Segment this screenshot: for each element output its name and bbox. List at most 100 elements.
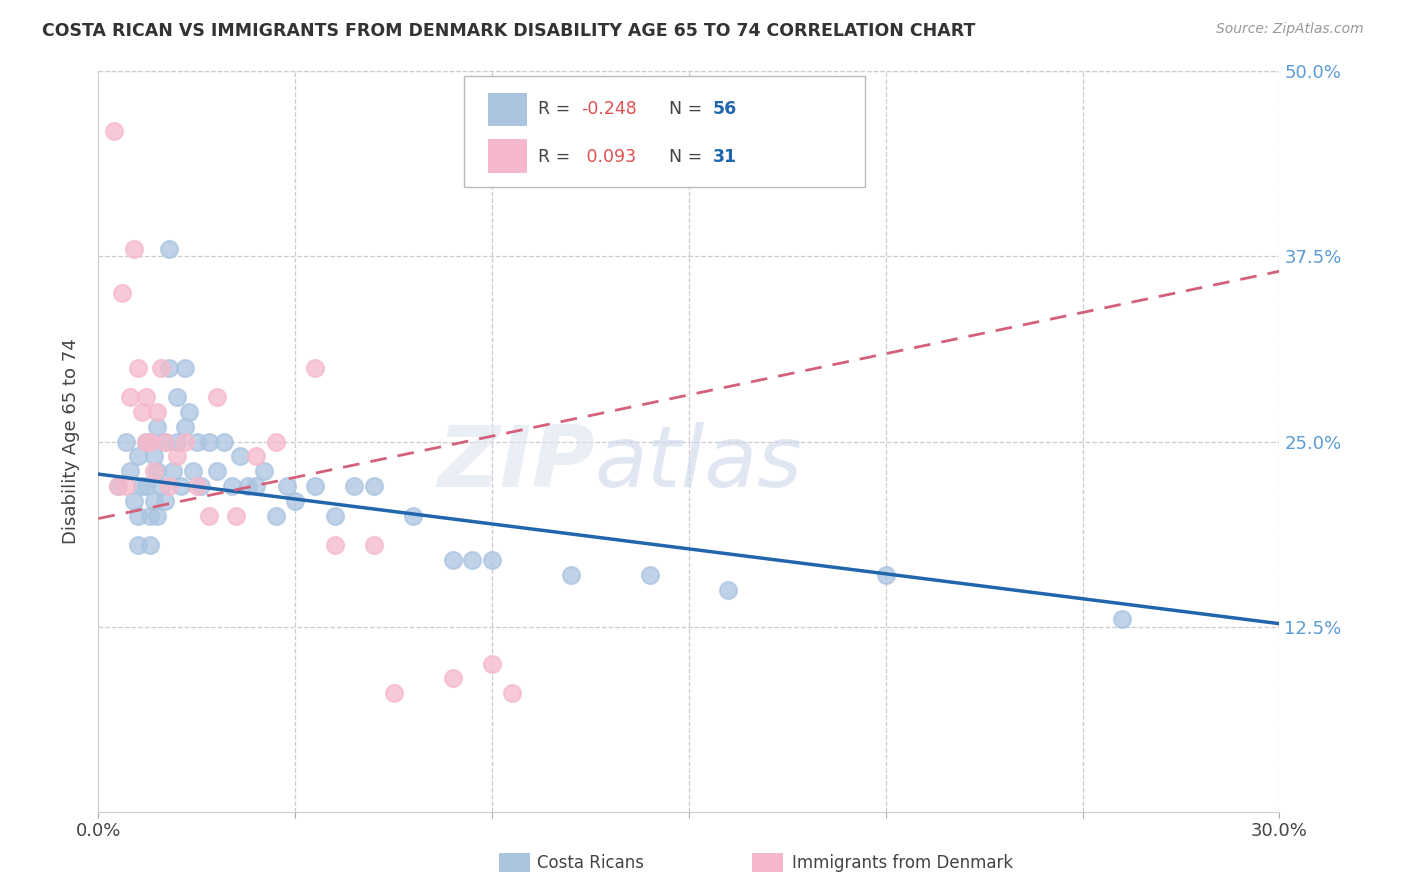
Point	[205, 464, 228, 478]
Point	[264, 434, 287, 449]
Point	[142, 464, 165, 478]
Point	[284, 493, 307, 508]
Point	[186, 479, 208, 493]
Point	[107, 479, 129, 493]
Point	[127, 508, 149, 523]
Text: 0.093: 0.093	[581, 148, 636, 166]
Point	[253, 464, 276, 478]
Point	[245, 450, 267, 464]
Point	[135, 434, 157, 449]
Point	[150, 479, 173, 493]
Point	[717, 582, 740, 597]
Point	[174, 360, 197, 375]
Point	[441, 672, 464, 686]
Point	[142, 493, 165, 508]
Point	[197, 434, 219, 449]
Text: 31: 31	[713, 148, 737, 166]
Point	[166, 450, 188, 464]
Point	[461, 553, 484, 567]
Point	[276, 479, 298, 493]
Point	[138, 538, 160, 552]
Point	[170, 479, 193, 493]
Point	[323, 538, 346, 552]
Text: ZIP: ZIP	[437, 422, 595, 505]
Point	[122, 493, 145, 508]
Point	[875, 567, 897, 582]
Point	[363, 479, 385, 493]
Point	[157, 479, 180, 493]
Point	[157, 360, 180, 375]
Point	[135, 479, 157, 493]
Point	[197, 508, 219, 523]
Point	[111, 286, 134, 301]
Text: -0.248: -0.248	[581, 100, 637, 118]
Point	[501, 686, 523, 700]
Point	[127, 360, 149, 375]
Point	[441, 553, 464, 567]
Text: Costa Ricans: Costa Ricans	[537, 854, 644, 871]
Point	[146, 464, 169, 478]
Text: N =: N =	[669, 148, 709, 166]
Y-axis label: Disability Age 65 to 74: Disability Age 65 to 74	[62, 339, 80, 544]
Point	[264, 508, 287, 523]
Point	[135, 390, 157, 404]
Point	[236, 479, 259, 493]
Point	[181, 464, 204, 478]
Point	[155, 493, 177, 508]
Point	[166, 434, 188, 449]
Point	[186, 434, 208, 449]
Point	[162, 464, 184, 478]
Point	[304, 360, 326, 375]
Text: N =: N =	[669, 100, 709, 118]
Point	[138, 434, 160, 449]
Point	[146, 508, 169, 523]
Point	[382, 686, 405, 700]
Point	[481, 657, 503, 671]
Point	[221, 479, 243, 493]
Point	[142, 450, 165, 464]
Point	[363, 538, 385, 552]
Point	[177, 405, 200, 419]
Point	[118, 464, 141, 478]
Point	[157, 242, 180, 256]
Point	[118, 390, 141, 404]
Point	[155, 434, 177, 449]
Point	[115, 434, 138, 449]
Point	[122, 242, 145, 256]
Text: R =: R =	[538, 148, 576, 166]
Text: Immigrants from Denmark: Immigrants from Denmark	[792, 854, 1012, 871]
Point	[138, 508, 160, 523]
Point	[103, 123, 125, 137]
Point	[229, 450, 252, 464]
Point	[115, 479, 138, 493]
Point	[135, 434, 157, 449]
Point	[155, 434, 177, 449]
Point	[323, 508, 346, 523]
Point	[146, 405, 169, 419]
Text: atlas: atlas	[595, 422, 803, 505]
Point	[245, 479, 267, 493]
Point	[560, 567, 582, 582]
Point	[131, 479, 153, 493]
Point	[166, 390, 188, 404]
Text: COSTA RICAN VS IMMIGRANTS FROM DENMARK DISABILITY AGE 65 TO 74 CORRELATION CHART: COSTA RICAN VS IMMIGRANTS FROM DENMARK D…	[42, 22, 976, 40]
Text: 56: 56	[713, 100, 737, 118]
Point	[146, 419, 169, 434]
Point	[481, 553, 503, 567]
Point	[127, 538, 149, 552]
Point	[205, 390, 228, 404]
Point	[131, 405, 153, 419]
Point	[174, 419, 197, 434]
Point	[150, 360, 173, 375]
Point	[343, 479, 366, 493]
Point	[107, 479, 129, 493]
Point	[638, 567, 661, 582]
Point	[225, 508, 247, 523]
Point	[127, 450, 149, 464]
Point	[304, 479, 326, 493]
Point	[1111, 612, 1133, 626]
Point	[190, 479, 212, 493]
Text: Source: ZipAtlas.com: Source: ZipAtlas.com	[1216, 22, 1364, 37]
Point	[174, 434, 197, 449]
Point	[402, 508, 425, 523]
